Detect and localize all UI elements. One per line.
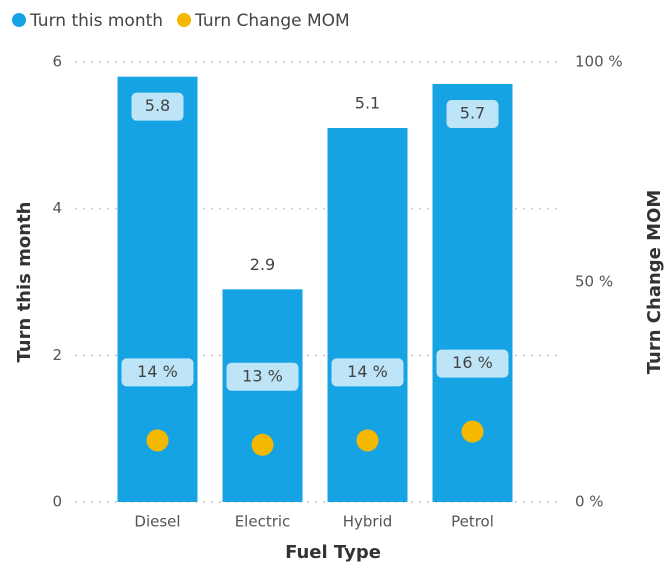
dot <box>146 429 169 452</box>
x-tick-label: Diesel <box>134 513 180 531</box>
legend-marker <box>12 13 26 27</box>
x-tick-label: Electric <box>235 513 291 531</box>
legend-marker <box>177 13 192 27</box>
y-tick-label: 2 <box>52 346 62 364</box>
data-label-box <box>331 358 404 387</box>
y2-axis-title: Turn Change MOM <box>644 190 665 375</box>
legend-label: Turn Change MOM <box>194 11 350 31</box>
y-tick-label: 0 <box>52 493 62 511</box>
y-tick-label: 4 <box>52 199 62 217</box>
y-tick-label: 6 <box>52 53 62 71</box>
data-label-box <box>121 358 194 387</box>
bar <box>222 289 303 502</box>
data-label: 2.9 <box>250 255 275 274</box>
dot <box>461 420 484 443</box>
y2-tick-label: 50 % <box>575 273 613 291</box>
x-axis-title: Fuel Type <box>285 542 381 563</box>
y2-tick-label: 100 % <box>575 53 623 71</box>
data-label: 5.8 <box>145 96 170 115</box>
data-label: 14 % <box>137 362 178 381</box>
data-label: 5.7 <box>460 104 485 123</box>
data-label-box <box>436 349 509 378</box>
y-axis-title: Turn this month <box>14 202 35 363</box>
data-label-box <box>446 100 499 128</box>
dot <box>356 429 379 452</box>
data-label-box <box>131 92 184 121</box>
x-tick-label: Hybrid <box>343 513 393 531</box>
legend-label: Turn this month <box>29 11 163 31</box>
x-tick-label: Petrol <box>451 513 494 531</box>
data-label: 16 % <box>452 353 493 372</box>
data-label-box <box>226 362 299 391</box>
data-label: 13 % <box>242 366 283 385</box>
data-label: 5.1 <box>355 94 380 113</box>
dot <box>251 433 274 456</box>
data-label: 14 % <box>347 362 388 381</box>
y2-tick-label: 0 % <box>575 493 604 511</box>
